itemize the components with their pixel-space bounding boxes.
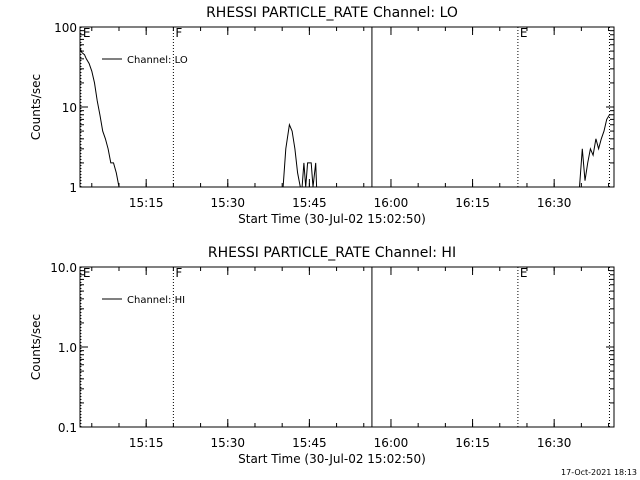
event-marker-label: F [175,26,182,40]
x-axis-label: Start Time (30-Jul-02 15:02:50) [238,212,426,226]
x-tick-label: 15:15 [129,196,164,210]
event-marker-label: E [83,266,91,280]
y-axis-label: Counts/sec [29,74,43,140]
x-tick-label: 16:15 [455,196,490,210]
legend-label: Channel: LO [127,55,188,66]
y-tick-label: 1.0 [58,341,77,355]
event-marker-label: F [175,266,182,280]
y-tick-label: 100 [54,21,77,35]
y-tick-label: 1 [69,181,77,195]
y-tick-label: 10 [62,101,77,115]
footer-timestamp: 17-Oct-2021 18:13 [561,468,637,477]
x-tick-label: 16:00 [374,196,409,210]
x-tick-label: 15:15 [129,436,164,450]
event-marker-label: E [520,26,528,40]
hi-channel-panel: RHESSI PARTICLE_RATE Channel: HI Counts/s… [29,245,615,466]
x-tick-label: 16:30 [537,196,572,210]
chart-title: RHESSI PARTICLE_RATE Channel: LO [206,5,458,21]
lo-channel-panel: RHESSI PARTICLE_RATE Channel: LO Counts/s… [29,5,615,226]
x-tick-label: 15:30 [210,196,245,210]
plot-frame [79,26,615,188]
y-tick-label: 0.1 [58,421,77,435]
x-tick-label: 16:30 [537,436,572,450]
x-axis-label: Start Time (30-Jul-02 15:02:50) [238,452,426,466]
y-tick-label: 10.0 [50,261,77,275]
event-marker-label: E [520,266,528,280]
event-marker-label: E [83,26,91,40]
series-line [79,47,610,188]
x-tick-label: 16:15 [455,436,490,450]
x-tick-label: 15:45 [292,196,327,210]
plot-frame [79,266,615,428]
chart-title: RHESSI PARTICLE_RATE Channel: HI [208,245,456,261]
x-tick-label: 16:00 [374,436,409,450]
y-axis-label: Counts/sec [29,314,43,380]
x-tick-label: 15:30 [210,436,245,450]
legend-label: Channel: HI [127,295,185,306]
x-tick-label: 15:45 [292,436,327,450]
